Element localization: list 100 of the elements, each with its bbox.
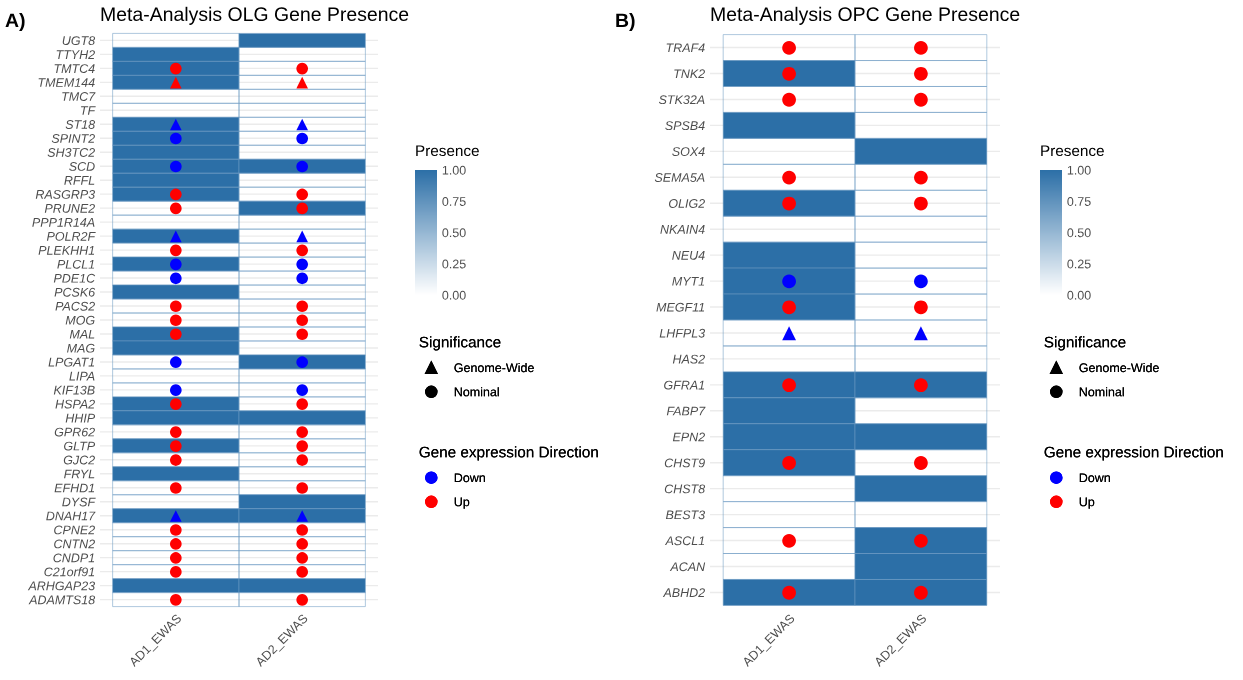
y-tick-label: PCSK6	[54, 287, 96, 297]
y-tick-label: MAG	[67, 343, 95, 353]
y-tick-label: POLR2F	[46, 231, 96, 241]
text: ●	[169, 356, 182, 369]
text: ●	[782, 92, 796, 107]
y-tick-label: SEMA5A	[654, 173, 705, 182]
text: ●	[296, 398, 309, 410]
y-tick-label: ARHGAP23	[27, 581, 96, 591]
y-tick-label: EFHD1	[54, 483, 95, 493]
y-tick-label: CHST8	[664, 484, 706, 494]
text: ●	[169, 272, 182, 285]
text: ●	[296, 314, 309, 327]
text: ●	[914, 274, 928, 289]
data-label: ●	[169, 62, 182, 75]
y-tick-label: GPR62	[54, 427, 95, 437]
color-bar-title: Presence	[416, 145, 479, 157]
data-label: ●	[169, 160, 182, 173]
text: ●	[296, 384, 309, 396]
color-bar-label: 0.00	[1067, 290, 1091, 300]
text: ●	[296, 132, 309, 145]
y-tick-label: ASCL1	[664, 536, 705, 546]
text: ▲	[296, 230, 309, 243]
y-tick-label: HSPA2	[55, 399, 95, 409]
text: ●	[296, 426, 309, 438]
y-tick-label: MOG	[65, 315, 95, 325]
data-label: ●	[169, 258, 182, 271]
y-tick-label: PACS2	[55, 301, 95, 311]
text: ●	[169, 244, 182, 257]
text: ●	[169, 524, 182, 536]
y-tick-label: DNAH17	[46, 511, 96, 521]
data-label: ●	[782, 378, 796, 393]
text: ●	[296, 244, 309, 257]
text: ●	[296, 594, 309, 606]
text: Significance	[419, 336, 501, 351]
color-bar-label: 1.00	[1067, 165, 1091, 175]
y-tick-label: C21orf91	[44, 567, 95, 577]
y-tick-label: PLCL1	[57, 259, 95, 269]
data-label: ●	[914, 533, 928, 548]
y-tick-label: HHIP	[65, 413, 96, 423]
y-tick-label: MEGF11	[656, 302, 705, 312]
color-bar-label: 0.00	[442, 290, 466, 300]
data-label: ●	[296, 202, 309, 215]
y-tick-label: UGT8	[62, 36, 96, 46]
text: ●	[296, 454, 309, 466]
data-label: ●	[296, 356, 309, 369]
y-tick-label: PLEKHH1	[38, 246, 95, 255]
data-label: ▲	[296, 510, 309, 522]
legend-label: Genome-Wide	[454, 362, 534, 373]
y-tick-label: CNDP1	[53, 553, 95, 563]
text: ●	[782, 170, 796, 185]
text: ●	[296, 272, 309, 285]
y-tick-label: EPN2	[672, 432, 705, 442]
data-label: ●	[169, 188, 182, 201]
data-label: ●	[782, 456, 796, 470]
text: ●	[782, 533, 796, 548]
data-label: ●	[782, 66, 796, 81]
text: ●	[914, 66, 928, 81]
y-tick-label: PRUNE2	[44, 203, 95, 213]
data-label: ▲	[169, 76, 182, 89]
color-bar-label: 0.75	[1067, 197, 1091, 206]
text: A)	[5, 12, 25, 32]
y-tick-label: SOX4	[672, 147, 705, 156]
y-tick-label: RFFL	[64, 176, 95, 185]
text: ●	[169, 202, 182, 215]
y-tick-label: NEU4	[672, 251, 705, 260]
text: ●	[169, 426, 182, 438]
text: ●	[914, 92, 928, 107]
y-tick-label: TF	[80, 106, 96, 115]
y-tick-label: ADAMTS18	[28, 595, 96, 605]
chart-title: Meta-Analysis OPC Gene Presence	[711, 6, 1020, 25]
text: ●	[169, 314, 182, 327]
text: ●	[296, 524, 309, 536]
y-tick-label: HAS2	[672, 354, 705, 364]
y-tick-label: ST18	[65, 120, 96, 129]
y-tick-label: MYT1	[672, 277, 705, 286]
legend-label: Up	[454, 497, 470, 509]
text: ●	[296, 538, 309, 550]
text: ●	[169, 384, 182, 396]
y-tick-label: CPNE2	[54, 525, 95, 535]
y-tick-label: KIF13B	[53, 385, 95, 395]
text: ●	[296, 328, 309, 341]
text: Gene expression Direction	[419, 446, 598, 461]
y-tick-label: TTYH2	[56, 50, 95, 59]
text: ●	[914, 40, 928, 55]
chart-title: Meta-Analysis OLG Gene Presence	[101, 6, 409, 25]
text: ▲	[782, 326, 796, 341]
legend-label: Genome-Wide	[1079, 362, 1159, 373]
text: ●	[296, 188, 309, 201]
text: ●	[914, 170, 928, 185]
y-tick-label: TNK2	[674, 69, 705, 79]
legend-label: Nominal	[1079, 387, 1124, 397]
legend-label: Down	[1079, 473, 1110, 483]
y-tick-label: PDE1C	[53, 273, 96, 283]
legend-label: Nominal	[454, 387, 499, 397]
text: B)	[616, 12, 635, 32]
color-bar-label: 0.50	[1067, 228, 1091, 238]
data-label: ●	[296, 160, 309, 173]
text: ●	[296, 62, 309, 75]
data-label: ●	[782, 300, 796, 315]
data-label: ●	[169, 132, 182, 145]
